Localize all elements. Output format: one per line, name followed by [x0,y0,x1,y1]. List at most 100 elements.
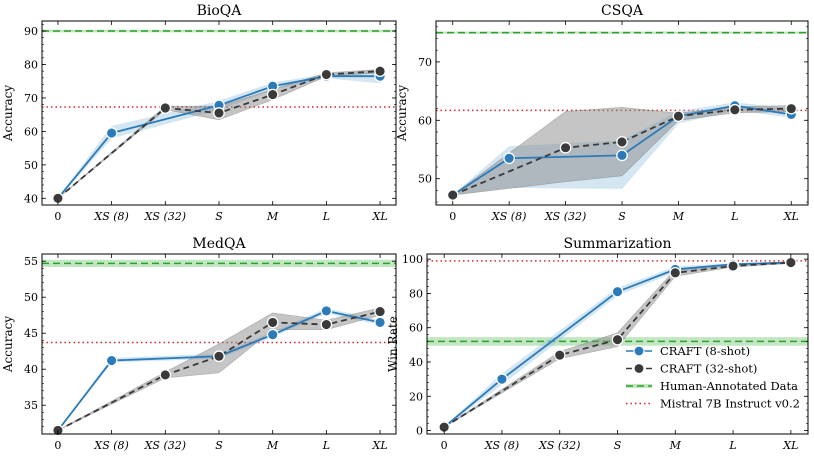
x-tick-label: XL [782,439,798,452]
legend-item-craft8: CRAFT (8-shot) [626,344,750,358]
series-line-craft8 [57,75,381,199]
data-point-craft32 [266,88,279,101]
legend-swatch-marker [633,345,645,357]
x-tick-label: 0 [54,210,61,223]
y-tick-label: 55 [24,255,38,268]
legend-swatch-marker [633,362,645,375]
series-line-craft8 [452,104,792,196]
panel-bioqa: 40 50 60 70 80 90 0 XS (8) XS (32) S M L XL BioQA Accu… [1,3,397,223]
y-tick-label: 60 [24,125,38,138]
x-tick-label: M [266,210,279,223]
data-point-craft8 [616,149,628,162]
y-axis-label: Win Rate [386,316,400,372]
data-point-craft8 [611,285,624,298]
y-tick-label: 20 [409,390,423,403]
legend-item-craft32: CRAFT (32-shot) [626,362,757,376]
human-data-band [436,31,808,34]
data-point-craft32 [320,68,333,81]
y-tick-label: 90 [24,25,38,38]
data-point-craft8 [320,305,333,317]
data-point-craft8 [105,354,118,367]
legend-item-human: Human-Annotated Data [626,379,798,393]
data-point-craft32 [159,369,172,381]
legend-label: Human-Annotated Data [660,379,798,393]
x-tick-label: M [266,439,279,452]
legend-label: CRAFT (32-shot) [660,362,757,376]
data-point-craft8 [266,328,279,341]
data-point-craft32 [374,65,386,78]
x-tick-label: L [730,210,738,223]
x-tick-label: M [669,439,682,452]
y-tick-label: 60 [418,114,432,127]
legend-label: Mistral 7B Instruct v0.2 [660,397,800,411]
y-tick-label: 50 [418,173,432,186]
x-tick-label: XS (8) [93,210,128,223]
y-tick-label: 40 [24,363,38,376]
y-tick-label: 100 [402,253,423,266]
plot-area [436,31,808,196]
x-tick-label: S [215,210,223,223]
y-tick-label: 45 [24,327,38,340]
legend-item-mistral: Mistral 7B Instruct v0.2 [626,397,800,411]
data-point-craft8 [374,316,386,329]
panel-csqa: 50 60 70 0 XS (8) XS (32) S M L XL CSQA Accuracy [395,3,809,223]
series-line-craft32 [57,70,381,199]
panel-title: Summarization [564,236,672,252]
data-point-craft32 [616,136,628,148]
legend: CRAFT (8-shot) CRAFT (32-shot) Human-Annot… [626,344,800,411]
data-point-craft32 [213,350,225,363]
panel-summarization: 0 20 40 60 80 100 0 XS (8) XS (32) S M L XL Summariza… [386,236,809,452]
data-point-craft32 [669,267,682,279]
x-tick-label: XS (32) [144,210,186,223]
x-tick-label: S [614,439,622,452]
data-point-craft32 [374,305,386,318]
data-point-craft32 [559,141,572,154]
data-point-craft32 [785,102,798,115]
data-point-craft32 [553,349,566,361]
data-point-craft32 [266,316,279,329]
data-point-craft32 [727,260,739,272]
x-tick-label: XS (32) [538,439,580,452]
y-tick-label: 80 [24,58,38,71]
plot-area [42,29,396,199]
panel-title: BioQA [197,3,243,19]
y-axis-label: Accuracy [1,316,15,373]
x-tick-label: 0 [449,210,456,223]
legend-label: CRAFT (8-shot) [660,344,750,358]
data-point-craft32 [446,189,459,201]
x-tick-label: S [215,439,223,452]
y-tick-label: 70 [24,92,38,105]
series-line-craft8 [57,309,381,431]
x-tick-label: XL [783,210,799,223]
y-tick-label: 60 [409,322,423,335]
x-tick-label: S [618,210,626,223]
data-point-craft32 [728,103,741,116]
data-point-craft32 [159,102,172,114]
x-tick-label: L [728,439,736,452]
y-tick-label: 40 [409,356,423,369]
series-line-craft32 [57,310,381,432]
x-tick-label: L [322,210,330,223]
y-tick-label: 40 [24,192,38,205]
y-tick-label: 50 [24,159,38,172]
x-tick-label: XS (32) [544,210,586,223]
data-point-craft32 [611,333,624,346]
series-line-craft32 [452,107,792,196]
y-tick-label: 80 [409,287,423,300]
x-tick-label: XS (8) [93,439,128,452]
data-point-craft32 [785,256,797,269]
x-tick-label: XS (8) [491,210,526,223]
data-point-craft32 [672,110,685,123]
y-tick-label: 50 [24,291,38,304]
y-tick-label: 35 [24,399,38,412]
panel-title: CSQA [601,3,644,19]
y-tick-label: 0 [416,425,423,438]
panel-title: MedQA [192,236,246,252]
x-tick-label: XL [371,210,387,223]
y-tick-label: 70 [418,56,432,69]
plot-area [42,259,396,432]
x-tick-label: XS (32) [144,439,186,452]
x-tick-label: M [672,210,685,223]
data-point-craft8 [496,373,508,385]
